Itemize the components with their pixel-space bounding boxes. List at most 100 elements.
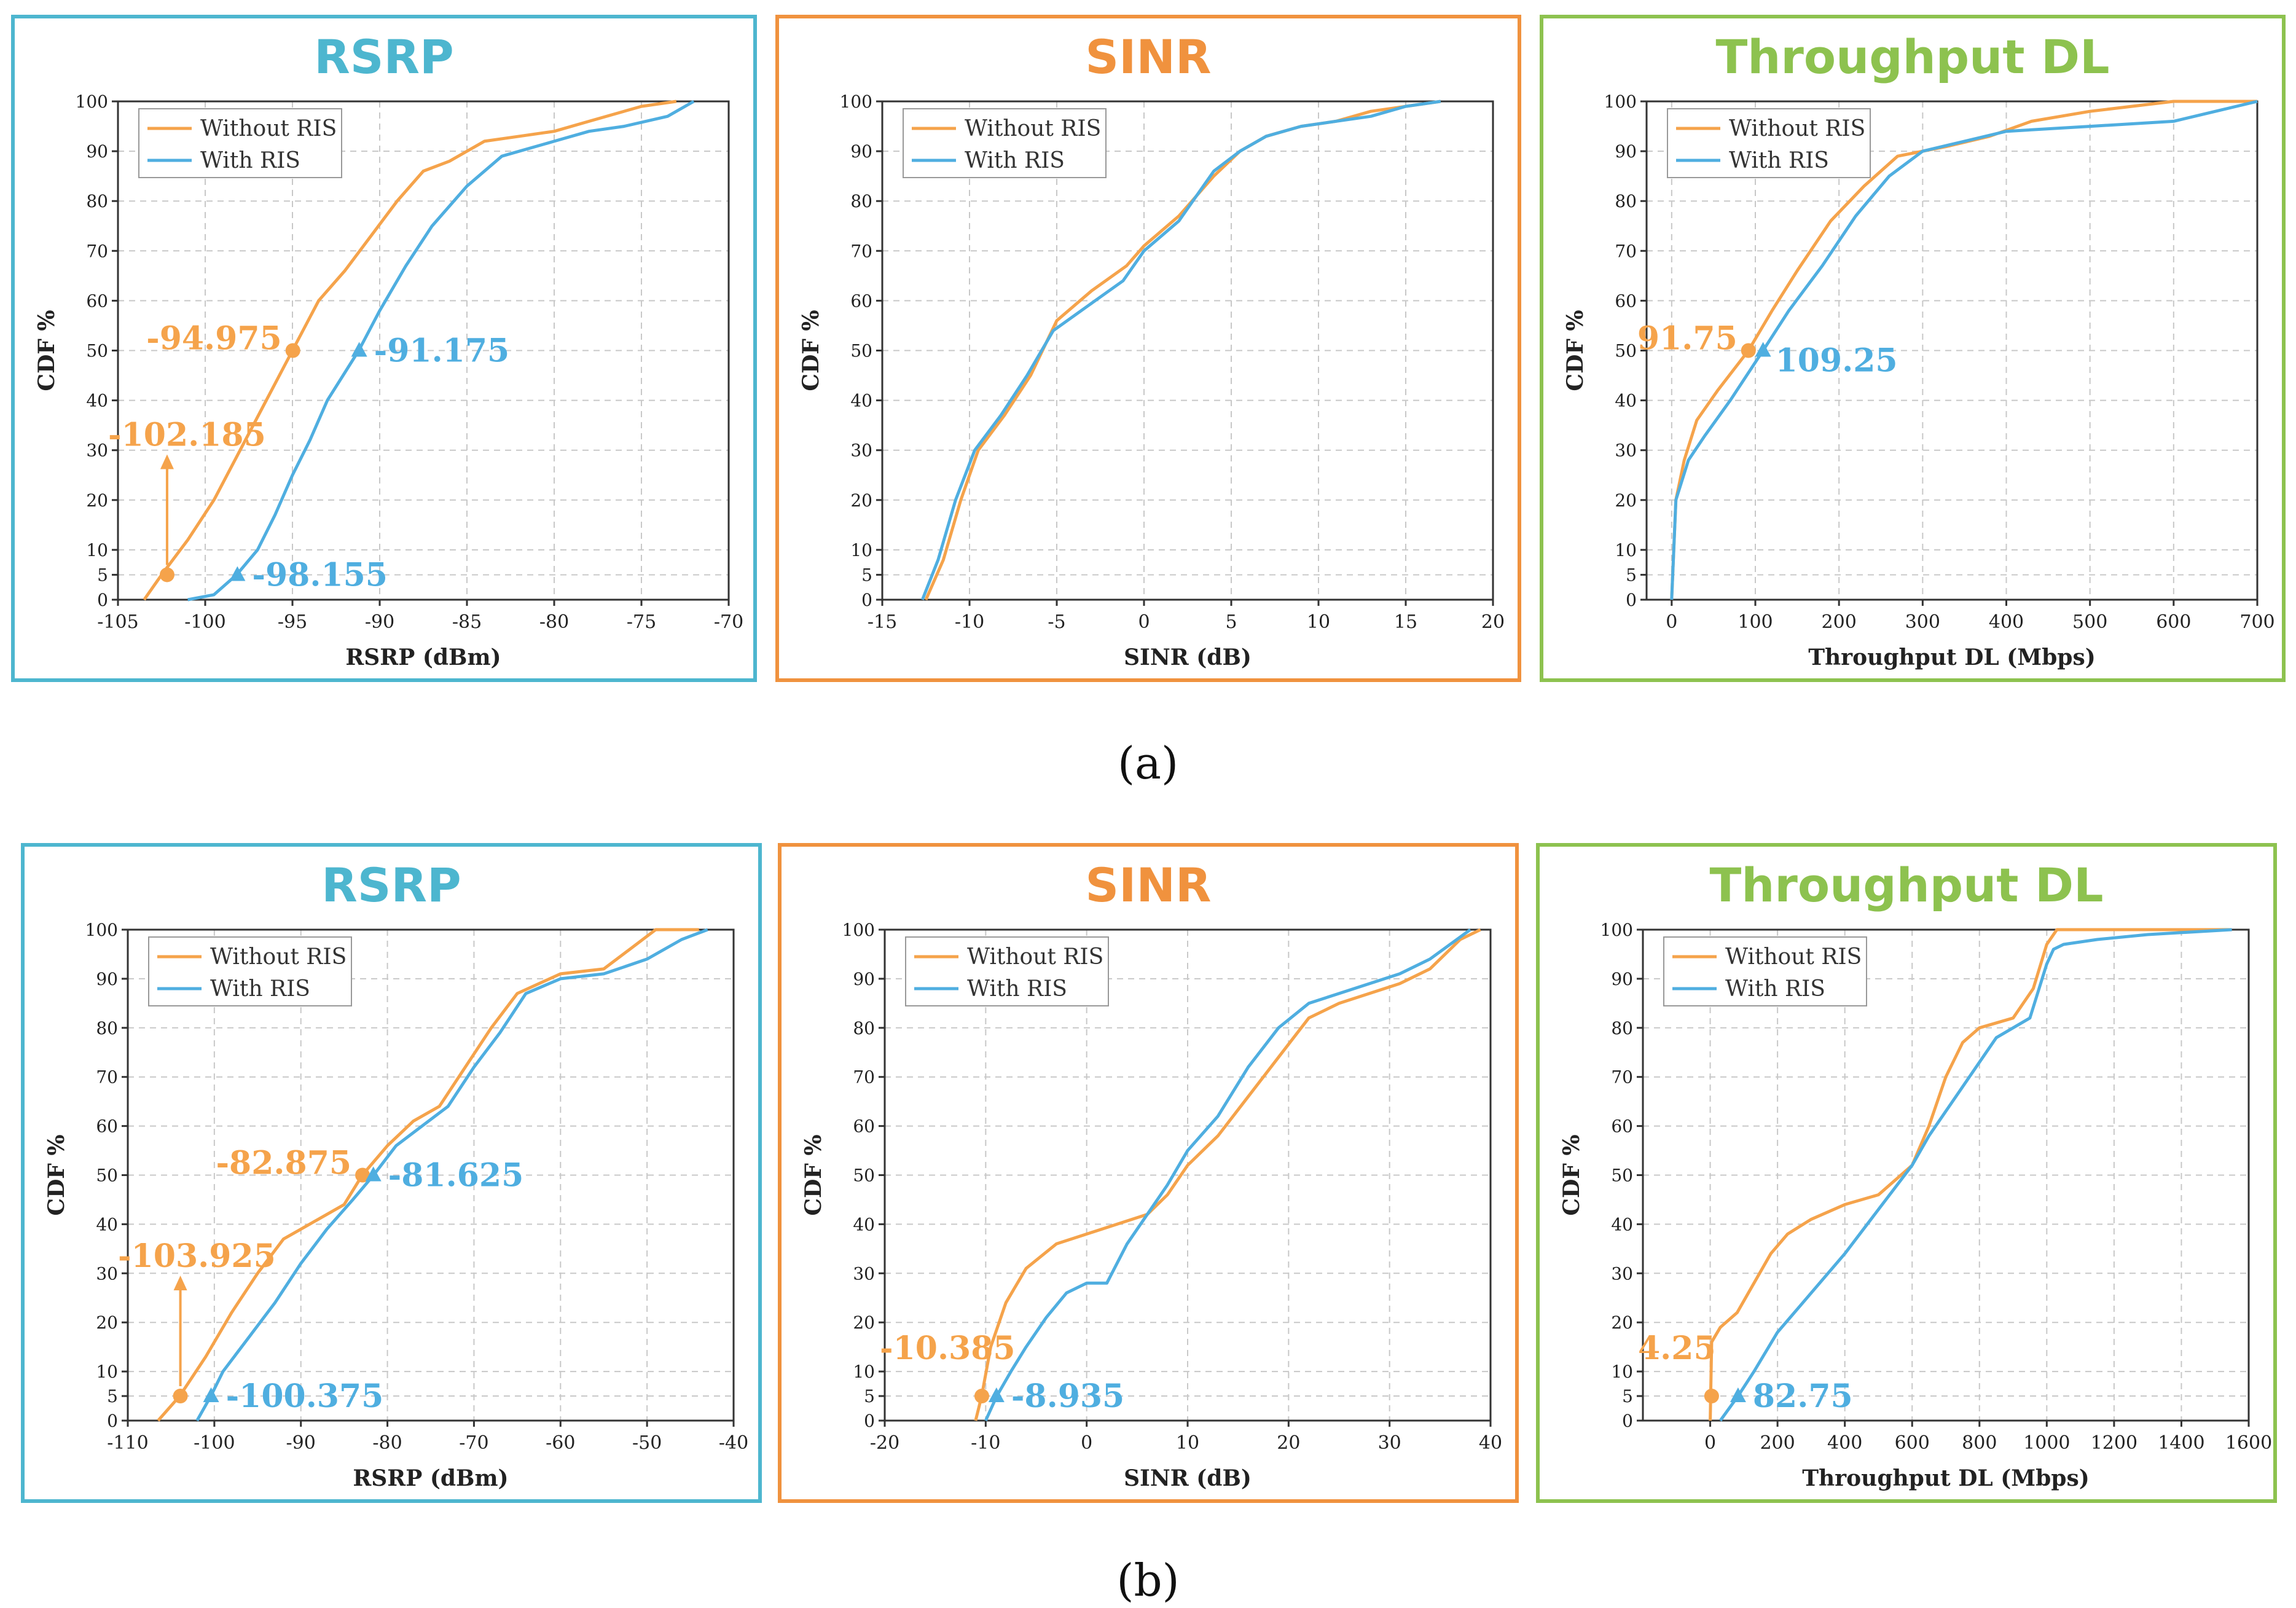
- marker-triangle: [365, 1166, 382, 1182]
- marker-triangle: [203, 1387, 219, 1403]
- y-tick-label: 10: [850, 540, 872, 560]
- x-tick-label: -90: [365, 611, 394, 633]
- y-tick-label: 50: [86, 341, 108, 361]
- panel-title: RSRP: [321, 858, 461, 912]
- x-tick-label: -90: [286, 1432, 316, 1454]
- y-tick-label: 10: [1611, 1362, 1633, 1382]
- y-tick-label: 0: [107, 1411, 118, 1431]
- legend-label: With RIS: [210, 976, 310, 1002]
- legend-label: Without RIS: [210, 944, 347, 970]
- x-tick-label: -5: [1048, 611, 1065, 633]
- y-tick-label: 70: [853, 1067, 875, 1088]
- y-tick-label: 20: [853, 1312, 875, 1333]
- y-tick-label: 80: [850, 191, 872, 211]
- x-tick-label: 800: [1962, 1432, 1997, 1454]
- y-tick-label: 90: [850, 141, 872, 162]
- marker-triangle: [1730, 1387, 1746, 1403]
- x-tick-label: 400: [1989, 611, 2024, 633]
- panel-b-throughput: Throughput DL 0 200 400 600 800 1000 1200 1400 1…: [1536, 843, 2277, 1503]
- marker-triangle: [351, 342, 367, 357]
- y-tick-label: 90: [96, 969, 118, 989]
- y-tick-label: 90: [86, 141, 108, 162]
- panel-a-throughput: Throughput DL 0 100 200 300 400 500 600 700 0 5 10…: [1540, 15, 2286, 682]
- marker-circle: [974, 1389, 990, 1404]
- y-tick-label: 90: [853, 969, 875, 989]
- annotation-label: -91.175: [374, 332, 510, 370]
- y-tick-label: 90: [1611, 969, 1633, 989]
- marker-circle: [285, 343, 300, 358]
- x-tick-label: 0: [1081, 1432, 1092, 1454]
- series-line-with-ris: [195, 928, 708, 1422]
- x-tick-label: 10: [1307, 611, 1330, 633]
- y-tick-label: 90: [1615, 141, 1637, 162]
- chart-a-throughput: 0 100 200 300 400 500 600 700 0 5 10 20 30 40 50 60 70 80…: [1562, 92, 2275, 670]
- y-tick-label: 40: [853, 1214, 875, 1234]
- figure-label-b: (b): [1116, 1555, 1180, 1606]
- y-tick-label: 20: [1611, 1312, 1633, 1333]
- x-tick-label: 400: [1827, 1432, 1862, 1454]
- legend-box: [905, 936, 1109, 1006]
- y-tick-label: 5: [97, 565, 108, 585]
- y-tick-label: 100: [842, 920, 875, 940]
- series-line-without-ris: [974, 928, 1481, 1421]
- x-tick-label: 40: [1479, 1432, 1502, 1454]
- annotation-arrow-head: [160, 454, 174, 469]
- y-tick-label: 100: [85, 920, 118, 940]
- y-axis-label: CDF %: [44, 1134, 69, 1215]
- x-tick-label: 20: [1277, 1432, 1300, 1454]
- series-line-with-ris: [1718, 928, 2232, 1422]
- marker-triangle: [988, 1387, 1005, 1403]
- figure-label-a: (a): [1117, 737, 1179, 789]
- x-tick-label: -100: [194, 1432, 235, 1454]
- y-tick-label: 60: [850, 291, 872, 311]
- y-axis-label: CDF %: [1562, 310, 1588, 391]
- x-tick-label: 10: [1176, 1432, 1199, 1454]
- legend-label: With RIS: [965, 148, 1065, 173]
- x-tick-label: 1400: [2158, 1432, 2204, 1454]
- y-tick-label: 40: [850, 391, 872, 411]
- y-tick-label: 30: [86, 441, 108, 461]
- y-tick-label: 20: [96, 1312, 118, 1333]
- annotation-label: 91.75: [1637, 320, 1738, 358]
- y-axis-label: CDF %: [801, 1134, 826, 1215]
- series-line-without-ris: [1670, 100, 2257, 600]
- panel-a-sinr: SINR -15 -10 -5 0 5 10 15 20 0 5 10 20 30 40 50 60 70 80 9…: [775, 15, 1521, 682]
- y-tick-label: 30: [1611, 1263, 1633, 1284]
- x-axis-label: Throughput DL (Mbps): [1808, 645, 2096, 670]
- y-tick-label: 70: [850, 241, 872, 261]
- x-tick-label: 700: [2239, 611, 2274, 633]
- y-tick-label: 0: [861, 590, 872, 610]
- x-tick-label: 15: [1394, 611, 1417, 633]
- marker-circle: [1704, 1389, 1719, 1404]
- x-axis-label: RSRP (dBm): [345, 645, 501, 670]
- y-tick-label: 5: [864, 1386, 875, 1406]
- annotation-label: -8.935: [1011, 1378, 1124, 1415]
- x-tick-label: 30: [1378, 1432, 1401, 1454]
- y-tick-label: 70: [86, 241, 108, 261]
- series-line-without-ris: [157, 928, 699, 1422]
- x-tick-label: 0: [1704, 1432, 1716, 1454]
- x-tick-label: -60: [546, 1432, 575, 1454]
- x-tick-label: -100: [184, 611, 225, 633]
- y-tick-label: 50: [96, 1166, 118, 1186]
- panel-title: Throughput DL: [1715, 29, 2110, 84]
- y-tick-label: 5: [1626, 565, 1637, 585]
- annotation-label: 109.25: [1776, 342, 1898, 380]
- x-tick-label: 20: [1481, 611, 1505, 633]
- y-tick-label: 30: [1615, 441, 1637, 461]
- y-axis-label: CDF %: [798, 310, 824, 391]
- x-tick-label: 500: [2072, 611, 2107, 633]
- legend-label: Without RIS: [1729, 116, 1865, 141]
- x-axis-label: RSRP (dBm): [353, 1465, 508, 1491]
- x-tick-label: -15: [868, 611, 897, 633]
- legend-label: Without RIS: [967, 944, 1103, 970]
- y-tick-label: 10: [96, 1362, 118, 1382]
- y-tick-label: 60: [86, 291, 108, 311]
- x-tick-label: -40: [719, 1432, 748, 1454]
- legend-box: [138, 108, 342, 178]
- y-tick-label: 70: [1611, 1067, 1633, 1088]
- y-tick-label: 70: [96, 1067, 118, 1088]
- y-tick-label: 20: [850, 490, 872, 511]
- y-tick-label: 100: [840, 92, 872, 112]
- y-tick-label: 80: [96, 1018, 118, 1038]
